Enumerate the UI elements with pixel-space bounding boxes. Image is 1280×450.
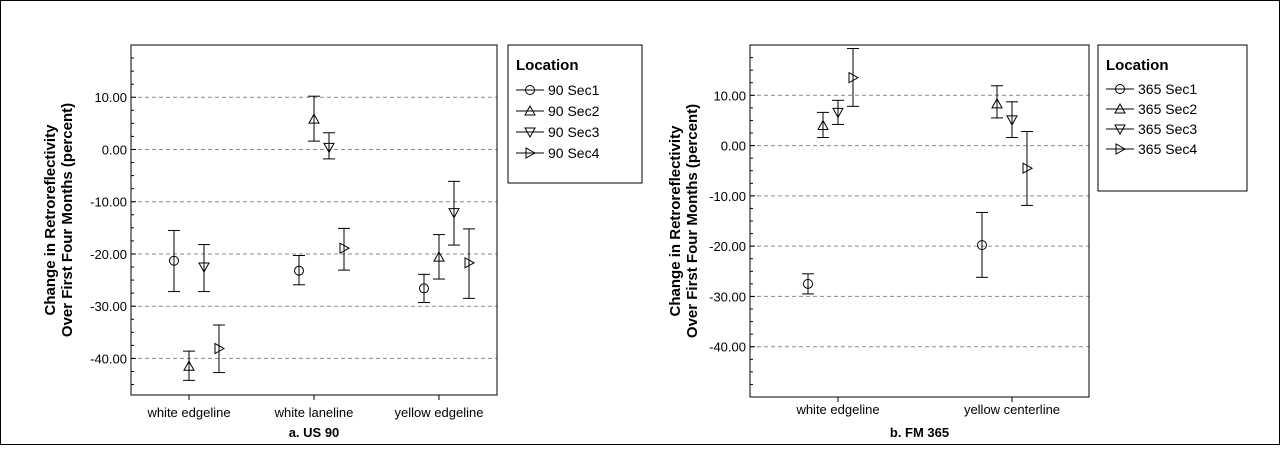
legend-box: [1097, 44, 1248, 192]
x-tick-label: white edgeline: [795, 402, 879, 417]
legend-box: [507, 44, 643, 184]
legend-marker: [524, 127, 536, 139]
data-point: [419, 283, 429, 294]
legend-marker: [1115, 143, 1127, 155]
legend-title: Location: [1106, 57, 1169, 74]
legend: Location 90 Sec1 90 Sec2 90 Sec3 90 Sec4: [507, 44, 643, 184]
data-point: [1006, 115, 1018, 126]
data-point: [214, 342, 226, 355]
y-tick-label: 10.00: [713, 88, 746, 103]
y-tick-label: -30.00: [90, 299, 127, 314]
legend-marker: [525, 147, 537, 159]
legend-marker: [525, 85, 535, 95]
data-point: [169, 255, 179, 266]
data-point: [433, 251, 445, 262]
data-point: [339, 242, 351, 255]
legend: Location 365 Sec1 365 Sec2 365 Sec3 365 Sec4: [1097, 44, 1248, 192]
chart-panel-2: 10.00 0.00 -10.00 -20.00 -30.00 -40.00 white e…: [667, 44, 1248, 440]
data-point: [183, 360, 195, 371]
data-point: [323, 142, 335, 154]
legend-label: 90 Sec2: [548, 103, 600, 119]
legend-marker: [1115, 84, 1125, 94]
data-point: [817, 119, 829, 130]
x-tick-label: yellow centerline: [964, 402, 1060, 417]
y-tick-label: 0.00: [721, 139, 746, 154]
data-point: [464, 256, 476, 269]
legend-label: 90 Sec1: [548, 82, 600, 98]
data-point: [803, 278, 813, 289]
legend-marker: [1114, 124, 1126, 136]
y-axis-label: Change in RetroreflectivityOver First Fo…: [667, 104, 701, 338]
data-point: [977, 240, 987, 251]
y-tick-label: -40.00: [709, 340, 746, 355]
y-tick-label: 10.00: [94, 90, 127, 105]
data-point: [1022, 162, 1034, 175]
data-point: [848, 71, 860, 84]
plot-area: [749, 44, 1090, 398]
chart-panel-1: 10.00 0.00 -10.00 -20.00 -30.00 -40.00 white e…: [42, 44, 643, 440]
data-point: [991, 97, 1003, 109]
y-tick-label: -30.00: [709, 289, 746, 304]
legend-label: 90 Sec4: [548, 145, 600, 161]
legend-label: 365 Sec4: [1138, 141, 1197, 157]
data-point: [832, 107, 844, 119]
data-point: [448, 208, 460, 219]
legend-label: 365 Sec3: [1138, 121, 1197, 137]
y-tick-label: -10.00: [709, 189, 746, 204]
legend-marker: [1114, 102, 1126, 114]
y-tick-label: -20.00: [90, 247, 127, 262]
y-tick-label: 0.00: [102, 142, 127, 157]
legend-label: 365 Sec2: [1138, 101, 1197, 117]
y-tick-label: -10.00: [90, 195, 127, 210]
data-point: [294, 265, 304, 276]
data-point: [198, 262, 210, 274]
chart-caption: a. US 90: [289, 425, 340, 440]
legend-label: 365 Sec1: [1138, 81, 1197, 97]
legend-label: 90 Sec3: [548, 124, 600, 140]
x-tick-label: yellow edgeline: [395, 405, 484, 420]
y-tick-label: -40.00: [90, 351, 127, 366]
legend-title: Location: [516, 57, 579, 74]
y-tick-label: -20.00: [709, 239, 746, 254]
chart-caption: b. FM 365: [890, 425, 949, 440]
y-axis-label: Change in RetroreflectivityOver First Fo…: [42, 103, 76, 337]
x-tick-label: white edgeline: [146, 405, 230, 420]
x-tick-label: white laneline: [274, 405, 354, 420]
data-point: [308, 113, 320, 124]
legend-marker: [524, 104, 536, 116]
